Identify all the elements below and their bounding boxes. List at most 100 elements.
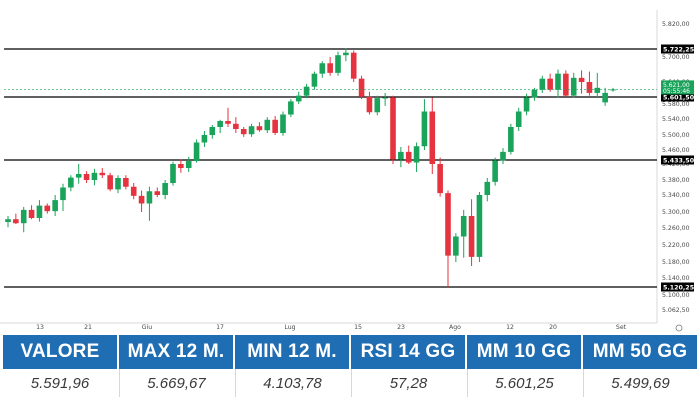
- x-tick-label: Set: [616, 324, 627, 331]
- candle-body: [68, 177, 74, 188]
- candle-body: [523, 97, 530, 112]
- candle-body: [83, 174, 90, 180]
- candle-body: [484, 181, 491, 195]
- candle-body: [578, 77, 585, 82]
- candle-body: [60, 187, 66, 201]
- candle-body: [193, 142, 200, 162]
- candle-body: [107, 175, 113, 190]
- stat-column-rsi-14gg: RSI 14 GG 57,28: [351, 335, 465, 397]
- y-tick-label: 5.062,50: [662, 307, 690, 314]
- candle-body: [602, 92, 608, 103]
- candle-body: [162, 183, 168, 195]
- stat-column-mm-50gg: MM 50 GG 5.499,69: [583, 335, 697, 397]
- candle-body: [240, 129, 247, 135]
- candle-body: [256, 126, 263, 131]
- stat-column-max-12m: MAX 12 M. 5.669,67: [119, 335, 233, 397]
- candle-body: [563, 73, 569, 96]
- stats-table: VALORE 5.591,96 MAX 12 M. 5.669,67 MIN 1…: [3, 335, 697, 397]
- candle-body: [248, 126, 255, 135]
- y-tick-label: 5.100,00: [662, 292, 690, 299]
- y-tick-label: 5.500,00: [662, 132, 690, 139]
- candle-body: [531, 89, 538, 98]
- y-tick-label: 5.380,00: [662, 177, 690, 184]
- y-tick-label: 5.340,00: [662, 192, 690, 199]
- candle-body: [311, 73, 318, 87]
- candle-body: [453, 236, 459, 256]
- price-chart: 5.062,50 5.100,00 5.140,00 5.180,00 5.220,00…: [0, 10, 695, 332]
- y-tick-label: 5.140,00: [662, 275, 690, 282]
- y-tick-label: 5.700,00: [662, 54, 690, 61]
- y-tick-label: 5.300,00: [662, 209, 690, 216]
- candle-body: [374, 98, 381, 113]
- level-badge: [661, 92, 694, 102]
- stat-header-max-12m: MAX 12 M.: [119, 335, 233, 369]
- candle-body: [405, 151, 412, 163]
- candle-body: [555, 73, 561, 90]
- candle-body: [539, 78, 546, 90]
- candle-body: [382, 97, 388, 99]
- candle-body: [75, 174, 82, 178]
- candle-body: [5, 219, 11, 222]
- y-tick-label: 5.180,00: [662, 259, 690, 266]
- stat-column-valore: VALORE 5.591,96: [3, 335, 117, 397]
- candle-body: [201, 135, 208, 143]
- candle-body: [437, 164, 443, 194]
- candle-body: [28, 209, 35, 218]
- stat-value-mm-10gg: 5.601,25: [467, 369, 581, 397]
- candle-body: [225, 121, 231, 124]
- candle-body: [343, 52, 349, 56]
- x-tick-label: 13: [36, 324, 44, 331]
- candle-body: [445, 193, 451, 256]
- x-tick-label: 23: [397, 324, 405, 331]
- candle-body: [547, 78, 553, 90]
- candle-body: [154, 191, 161, 195]
- candle-body: [36, 205, 43, 218]
- level-badge: [661, 155, 694, 165]
- stat-value-mm-50gg: 5.499,69: [583, 369, 697, 397]
- candle-body: [610, 89, 616, 91]
- candle-body: [570, 77, 577, 96]
- stat-value-max-12m: 5.669,67: [119, 369, 233, 397]
- candle-body: [468, 216, 475, 257]
- candle-body: [52, 200, 58, 212]
- level-badge-label: 5.722,25: [663, 46, 694, 53]
- stat-header-mm-50gg: MM 50 GG: [583, 335, 697, 369]
- candle-body: [327, 63, 333, 73]
- stat-header-valore: VALORE: [3, 335, 117, 369]
- candle-body: [288, 101, 294, 115]
- y-tick-label: 5.820,00: [662, 21, 690, 28]
- y-tick-label: 5.260,00: [662, 225, 690, 232]
- last-price-label: 5.621,00: [663, 82, 690, 89]
- candle-body: [280, 114, 286, 133]
- candle-body: [264, 119, 271, 131]
- level-badge-label: 5.601,50: [663, 94, 695, 101]
- level-badge-label: 5.433,50: [663, 157, 695, 164]
- stat-value-valore: 5.591,96: [3, 369, 117, 397]
- stat-value-rsi-14gg: 57,28: [351, 369, 465, 397]
- stat-value-min-12m: 4.103,78: [235, 369, 349, 397]
- y-tick-label: 5.460,00: [662, 147, 690, 154]
- candle-body: [358, 78, 365, 97]
- candle-body: [209, 127, 216, 135]
- candle-body: [123, 178, 129, 187]
- y-tick-label: 5.540,00: [662, 116, 690, 123]
- x-tick-label: 20: [549, 324, 557, 331]
- stat-column-mm-10gg: MM 10 GG 5.601,25: [467, 335, 581, 397]
- x-tick-label: 21: [84, 324, 92, 331]
- candle-body: [508, 127, 514, 152]
- candle-body: [460, 216, 467, 237]
- candle-body: [217, 121, 223, 127]
- candle-body: [146, 191, 153, 204]
- candle-body: [594, 87, 601, 93]
- candle-body: [130, 186, 137, 196]
- candle-body: [515, 111, 522, 127]
- candle-body: [170, 164, 176, 183]
- x-tick-label: 12: [506, 324, 514, 331]
- candle-body: [500, 151, 506, 161]
- stat-header-rsi-14gg: RSI 14 GG: [351, 335, 465, 369]
- candle-body: [178, 164, 184, 168]
- stat-header-min-12m: MIN 12 M.: [235, 335, 349, 369]
- candle-body: [390, 97, 396, 160]
- x-tick-label: Giu: [142, 324, 153, 331]
- x-tick-label: 15: [354, 324, 362, 331]
